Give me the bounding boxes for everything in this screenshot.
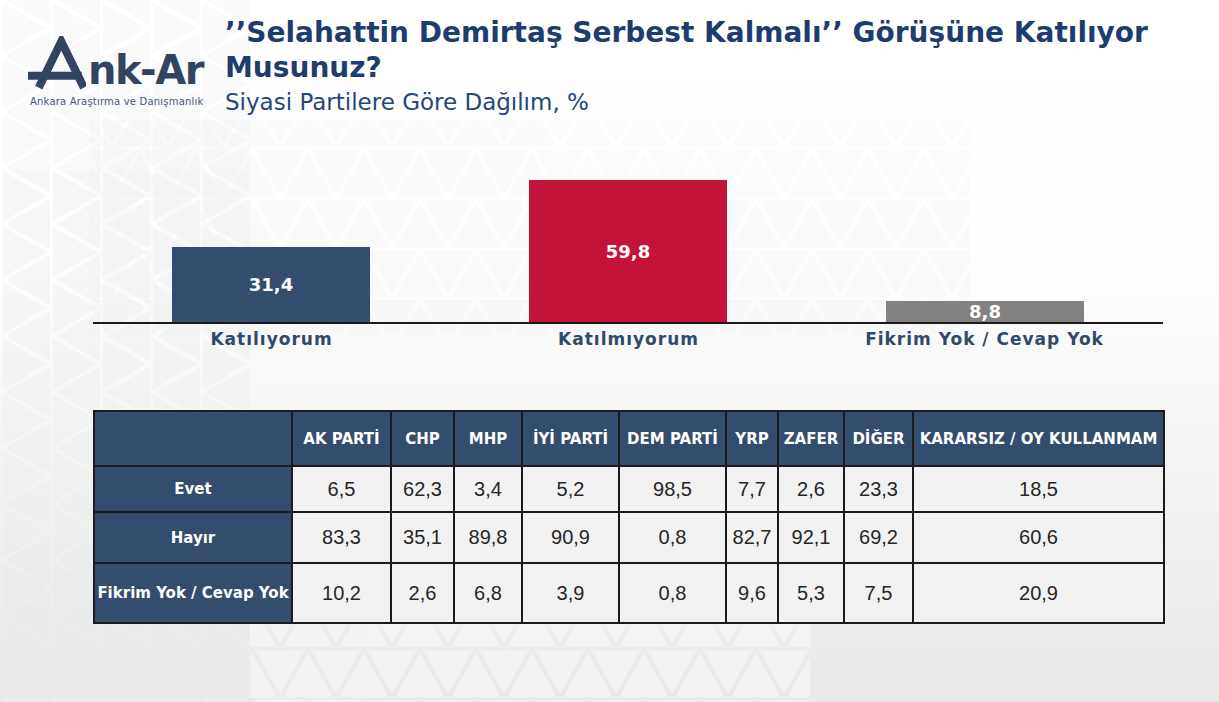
bar-2: 8,8 — [886, 301, 1084, 322]
data-cell: 69,2 — [844, 512, 913, 563]
data-cell: 5,2 — [522, 466, 619, 512]
data-cell: 10,2 — [292, 563, 391, 623]
data-cell: 0,8 — [619, 512, 726, 563]
data-cell: 35,1 — [391, 512, 454, 563]
row-label: Hayır — [94, 512, 292, 563]
ankar-logo: nk-Ar Ankara Araştırma ve Danışmanlık — [28, 36, 203, 107]
column-header: CHP — [391, 411, 454, 466]
category-label: Katılmıyorum — [450, 329, 807, 349]
column-header: DEM PARTİ — [619, 411, 726, 466]
page-title: ’’Selahattin Demirtaş Serbest Kalmalı’’ … — [225, 15, 1185, 85]
column-header: İYİ PARTİ — [522, 411, 619, 466]
data-cell: 83,3 — [292, 512, 391, 563]
data-cell: 6,5 — [292, 466, 391, 512]
data-cell: 7,5 — [844, 563, 913, 623]
slide-content: nk-Ar Ankara Araştırma ve Danışmanlık ’’… — [0, 0, 1219, 702]
data-cell: 98,5 — [619, 466, 726, 512]
table-row: Fikrim Yok / Cevap Yok10,22,66,83,90,89,… — [94, 563, 1164, 623]
column-header: YRP — [726, 411, 778, 466]
data-cell: 9,6 — [726, 563, 778, 623]
data-cell: 6,8 — [454, 563, 522, 623]
bar-value-label: 31,4 — [249, 274, 293, 295]
data-cell: 82,7 — [726, 512, 778, 563]
data-cell: 5,3 — [778, 563, 844, 623]
category-label: Fikrim Yok / Cevap Yok — [806, 329, 1163, 349]
column-header: KARARSIZ / OY KULLANMAM — [913, 411, 1164, 466]
bar-0: 31,4 — [172, 247, 370, 322]
data-cell: 60,6 — [913, 512, 1164, 563]
data-cell: 62,3 — [391, 466, 454, 512]
data-cell: 92,1 — [778, 512, 844, 563]
ankar-logo-triangle-icon — [28, 36, 86, 92]
logo-wordmark: nk-Ar — [88, 48, 203, 92]
chart-baseline — [93, 322, 1163, 324]
data-cell: 3,4 — [454, 466, 522, 512]
party-distribution-table: AK PARTİCHPMHPİYİ PARTİDEM PARTİYRPZAFER… — [93, 410, 1165, 624]
data-cell: 18,5 — [913, 466, 1164, 512]
bar-value-label: 8,8 — [969, 301, 1001, 322]
data-cell: 0,8 — [619, 563, 726, 623]
table-row: Evet6,562,33,45,298,57,72,623,318,5 — [94, 466, 1164, 512]
data-cell: 2,6 — [391, 563, 454, 623]
logo-tagline: Ankara Araştırma ve Danışmanlık — [30, 96, 203, 107]
data-cell: 23,3 — [844, 466, 913, 512]
row-label: Fikrim Yok / Cevap Yok — [94, 563, 292, 623]
data-cell: 90,9 — [522, 512, 619, 563]
column-header: AK PARTİ — [292, 411, 391, 466]
table-row: Hayır83,335,189,890,90,882,792,169,260,6 — [94, 512, 1164, 563]
data-cell: 89,8 — [454, 512, 522, 563]
data-cell: 20,9 — [913, 563, 1164, 623]
column-header: ZAFER — [778, 411, 844, 466]
category-label: Katılıyorum — [93, 329, 450, 349]
data-cell: 7,7 — [726, 466, 778, 512]
bar-value-label: 59,8 — [606, 241, 650, 262]
data-cell: 3,9 — [522, 563, 619, 623]
table-corner-cell — [94, 411, 292, 466]
bar-1: 59,8 — [529, 180, 727, 322]
row-label: Evet — [94, 466, 292, 512]
column-header: DİĞER — [844, 411, 913, 466]
column-header: MHP — [454, 411, 522, 466]
page-subtitle: Siyasi Partilere Göre Dağılım, % — [225, 89, 925, 115]
data-cell: 2,6 — [778, 466, 844, 512]
